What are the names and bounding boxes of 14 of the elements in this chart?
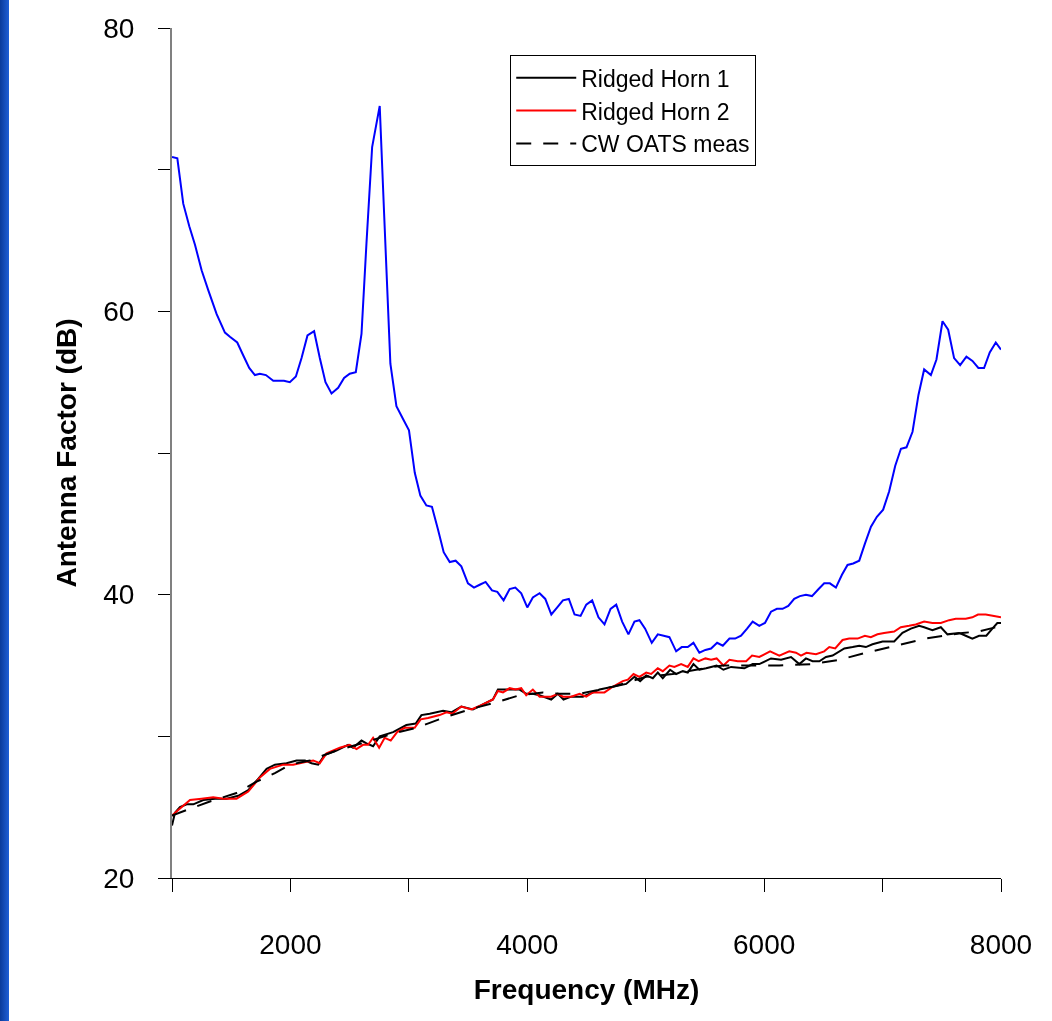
x-axis-title: Frequency (MHz)	[473, 973, 700, 1005]
legend-label: Ridged Horn 1	[581, 65, 730, 92]
x-tick-label: 2000	[259, 928, 322, 960]
legend-label: CW OATS meas	[581, 131, 750, 158]
x-tick-label: 8000	[969, 928, 1033, 960]
x-tick-label: 4000	[496, 928, 559, 960]
y-tick-label: 40	[103, 579, 135, 611]
legend-label: Ridged Horn 2	[581, 98, 730, 125]
y-axis-title: Antenna Factor (dB)	[51, 318, 83, 588]
line-series	[172, 104, 1001, 654]
y-tick-label: 20	[103, 862, 135, 894]
y-tick-label: 60	[103, 296, 135, 328]
x-tick-label: 6000	[732, 928, 796, 960]
y-tick-label: 80	[103, 12, 135, 44]
